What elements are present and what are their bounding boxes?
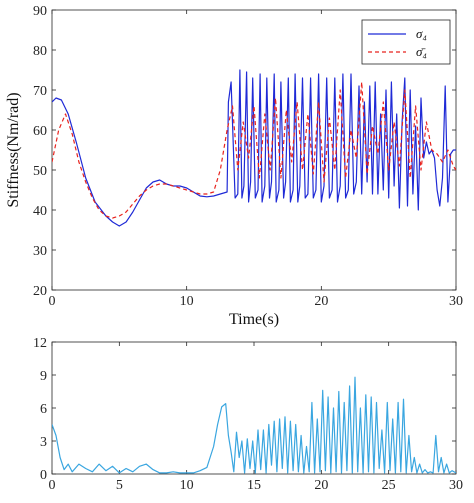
legend-label-1: σ₄ [416, 26, 427, 41]
y-tick-label: 12 [33, 336, 47, 351]
x-tick-label: 20 [314, 478, 328, 493]
y-tick-label: 6 [40, 402, 47, 417]
y-tick-label: 70 [33, 84, 47, 99]
y-tick-label: 9 [40, 369, 47, 384]
series-line-1 [52, 69, 456, 227]
y-tick-label: 0 [40, 468, 47, 483]
series-line-1 [52, 376, 456, 474]
x-tick-label: 0 [49, 294, 56, 309]
legend: σ₄ σ̄₄ [361, 19, 451, 65]
x-tick-label: 20 [314, 294, 328, 309]
x-tick-label: 10 [180, 478, 194, 493]
x-tick-label: 10 [180, 294, 194, 309]
x-tick-label: 30 [449, 294, 463, 309]
x-tick-label: 25 [382, 478, 396, 493]
y-tick-label: 80 [33, 44, 47, 59]
x-axis-label: Time(s) [229, 311, 279, 328]
y-tick-label: 20 [33, 284, 47, 299]
x-tick-label: 30 [449, 478, 463, 493]
x-tick-label: 5 [116, 478, 123, 493]
x-tick-label: 0 [49, 478, 56, 493]
legend-label-2: σ̄₄ [416, 44, 427, 59]
y-tick-label: 3 [40, 435, 47, 450]
top-chart-panel: 0 10 20 30 20 30 40 50 60 70 80 90 Time(s) Stiffness(… [5, 4, 463, 328]
y-tick-label: 40 [33, 204, 47, 219]
x-tick-label: 15 [247, 478, 261, 493]
y-tick-label: 30 [33, 244, 47, 259]
bottom-chart-panel: 0 5 10 15 20 25 30 0 3 6 9 12 [33, 336, 463, 493]
y-tick-label: 50 [33, 164, 47, 179]
y-tick-label: 90 [33, 4, 47, 19]
y-axis-label: Stiffness(Nm/rad) [5, 92, 22, 207]
legend-box [361, 19, 451, 65]
y-tick-label: 60 [33, 124, 47, 139]
series-line-2 [52, 81, 456, 219]
